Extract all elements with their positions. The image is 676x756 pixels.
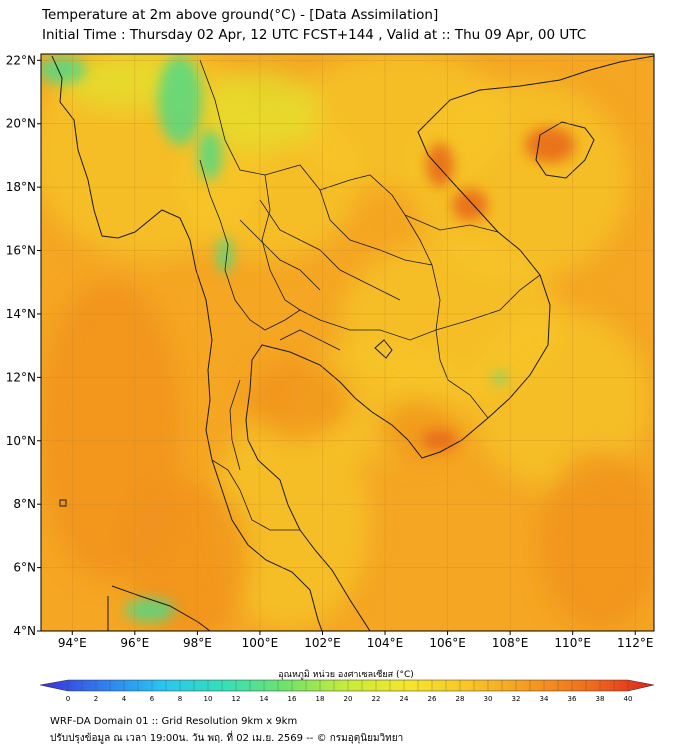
colorbar-label: 0 bbox=[66, 695, 70, 703]
cold-zone bbox=[158, 55, 202, 145]
latitude-ticks: 22°N 20°N 18°N 16°N 14°N 12°N 10°N 8°N 6°N 4°N bbox=[6, 53, 41, 638]
colorbar: อุณหภูมิ หน่วย องศาเซลเซียส (°C) 0 2 4 6 8 10… bbox=[39, 669, 655, 703]
colorbar-label: 8 bbox=[178, 695, 182, 703]
colorbar-label: 36 bbox=[568, 695, 577, 703]
lon-label: 106°E bbox=[429, 636, 466, 650]
colorbar-label: 40 bbox=[624, 695, 633, 703]
colorbar-label: 26 bbox=[428, 695, 437, 703]
mild-zone bbox=[210, 410, 370, 630]
lat-label: 6°N bbox=[13, 561, 36, 575]
colorbar-label: 30 bbox=[484, 695, 493, 703]
lat-label: 18°N bbox=[6, 180, 36, 194]
colorbar-label: 10 bbox=[204, 695, 213, 703]
temperature-blobs bbox=[41, 54, 654, 631]
hot-zone bbox=[422, 430, 458, 450]
colorbar-label: 20 bbox=[344, 695, 353, 703]
colorbar-label: 34 bbox=[540, 695, 549, 703]
warm-zone bbox=[41, 280, 180, 580]
footer-update-info: ปรับปรุงข้อมูล ณ เวลา 19:00น. วัน พฤ. ที… bbox=[50, 733, 404, 744]
cold-zone bbox=[217, 237, 233, 273]
longitude-ticks: 94°E 96°E 98°E 100°E 102°E 104°E 106°E 108°E 110… bbox=[58, 631, 654, 650]
warm-zone bbox=[250, 360, 350, 440]
lon-label: 100°E bbox=[242, 636, 279, 650]
colorbar-label: 2 bbox=[94, 695, 98, 703]
lon-label: 98°E bbox=[183, 636, 212, 650]
colorbar-label: 12 bbox=[232, 695, 241, 703]
lat-label: 8°N bbox=[13, 497, 36, 511]
colorbar-label: 14 bbox=[260, 695, 269, 703]
temperature-field bbox=[41, 54, 654, 631]
colorbar-label: 28 bbox=[456, 695, 465, 703]
lon-label: 96°E bbox=[120, 636, 149, 650]
colorbar-label: 38 bbox=[596, 695, 605, 703]
colorbar-ticks bbox=[67, 680, 629, 691]
colorbar-labels: 0 2 4 6 8 10 12 14 16 18 20 22 24 26 28 30 32 34 36 38 40 bbox=[66, 695, 633, 703]
colorbar-label: 24 bbox=[400, 695, 409, 703]
borders bbox=[199, 59, 541, 531]
warm-zone bbox=[540, 450, 654, 630]
lon-label: 110°E bbox=[554, 636, 591, 650]
lon-label: 112°E bbox=[617, 636, 654, 650]
map-subtitle: Initial Time : Thursday 02 Apr, 12 UTC F… bbox=[42, 27, 587, 43]
lat-label: 14°N bbox=[6, 307, 36, 321]
lon-label: 102°E bbox=[304, 636, 341, 650]
cold-zone bbox=[41, 56, 86, 84]
lat-label: 12°N bbox=[6, 370, 36, 384]
colorbar-label: 4 bbox=[122, 695, 127, 703]
map-title: Temperature at 2m above ground(°C) - [Da… bbox=[42, 7, 439, 23]
colorbar-label: 32 bbox=[512, 695, 521, 703]
lat-label: 22°N bbox=[6, 53, 36, 67]
cold-zone bbox=[494, 372, 506, 384]
coastlines bbox=[51, 55, 654, 631]
colorbar-label: 22 bbox=[372, 695, 381, 703]
temperature-extremes bbox=[41, 55, 575, 622]
colorbar-title: อุณหภูมิ หน่วย องศาเซลเซียส (°C) bbox=[278, 669, 414, 680]
lat-label: 10°N bbox=[6, 434, 36, 448]
colorbar-label: 6 bbox=[150, 695, 155, 703]
lon-label: 108°E bbox=[492, 636, 529, 650]
colorbar-bar bbox=[39, 679, 655, 692]
lat-label: 20°N bbox=[6, 117, 36, 131]
warm-zone bbox=[130, 480, 250, 631]
hot-zone bbox=[525, 127, 575, 163]
footer-domain-info: WRF-DA Domain 01 :: Grid Resolution 9km … bbox=[50, 716, 298, 727]
lat-label: 16°N bbox=[6, 244, 36, 258]
lat-label: 4°N bbox=[13, 624, 36, 638]
colorbar-label: 18 bbox=[316, 695, 325, 703]
hot-zone bbox=[426, 143, 454, 187]
mild-zone bbox=[410, 80, 630, 280]
colorbar-label: 16 bbox=[288, 695, 297, 703]
cold-zone bbox=[125, 598, 175, 622]
lon-label: 94°E bbox=[58, 636, 87, 650]
cold-zone bbox=[198, 130, 222, 180]
lon-label: 104°E bbox=[367, 636, 404, 650]
mild-zone bbox=[470, 310, 650, 490]
hot-zone bbox=[452, 189, 488, 221]
graticule bbox=[41, 54, 654, 631]
warm-zone bbox=[380, 400, 460, 460]
map-frame bbox=[40, 53, 655, 632]
